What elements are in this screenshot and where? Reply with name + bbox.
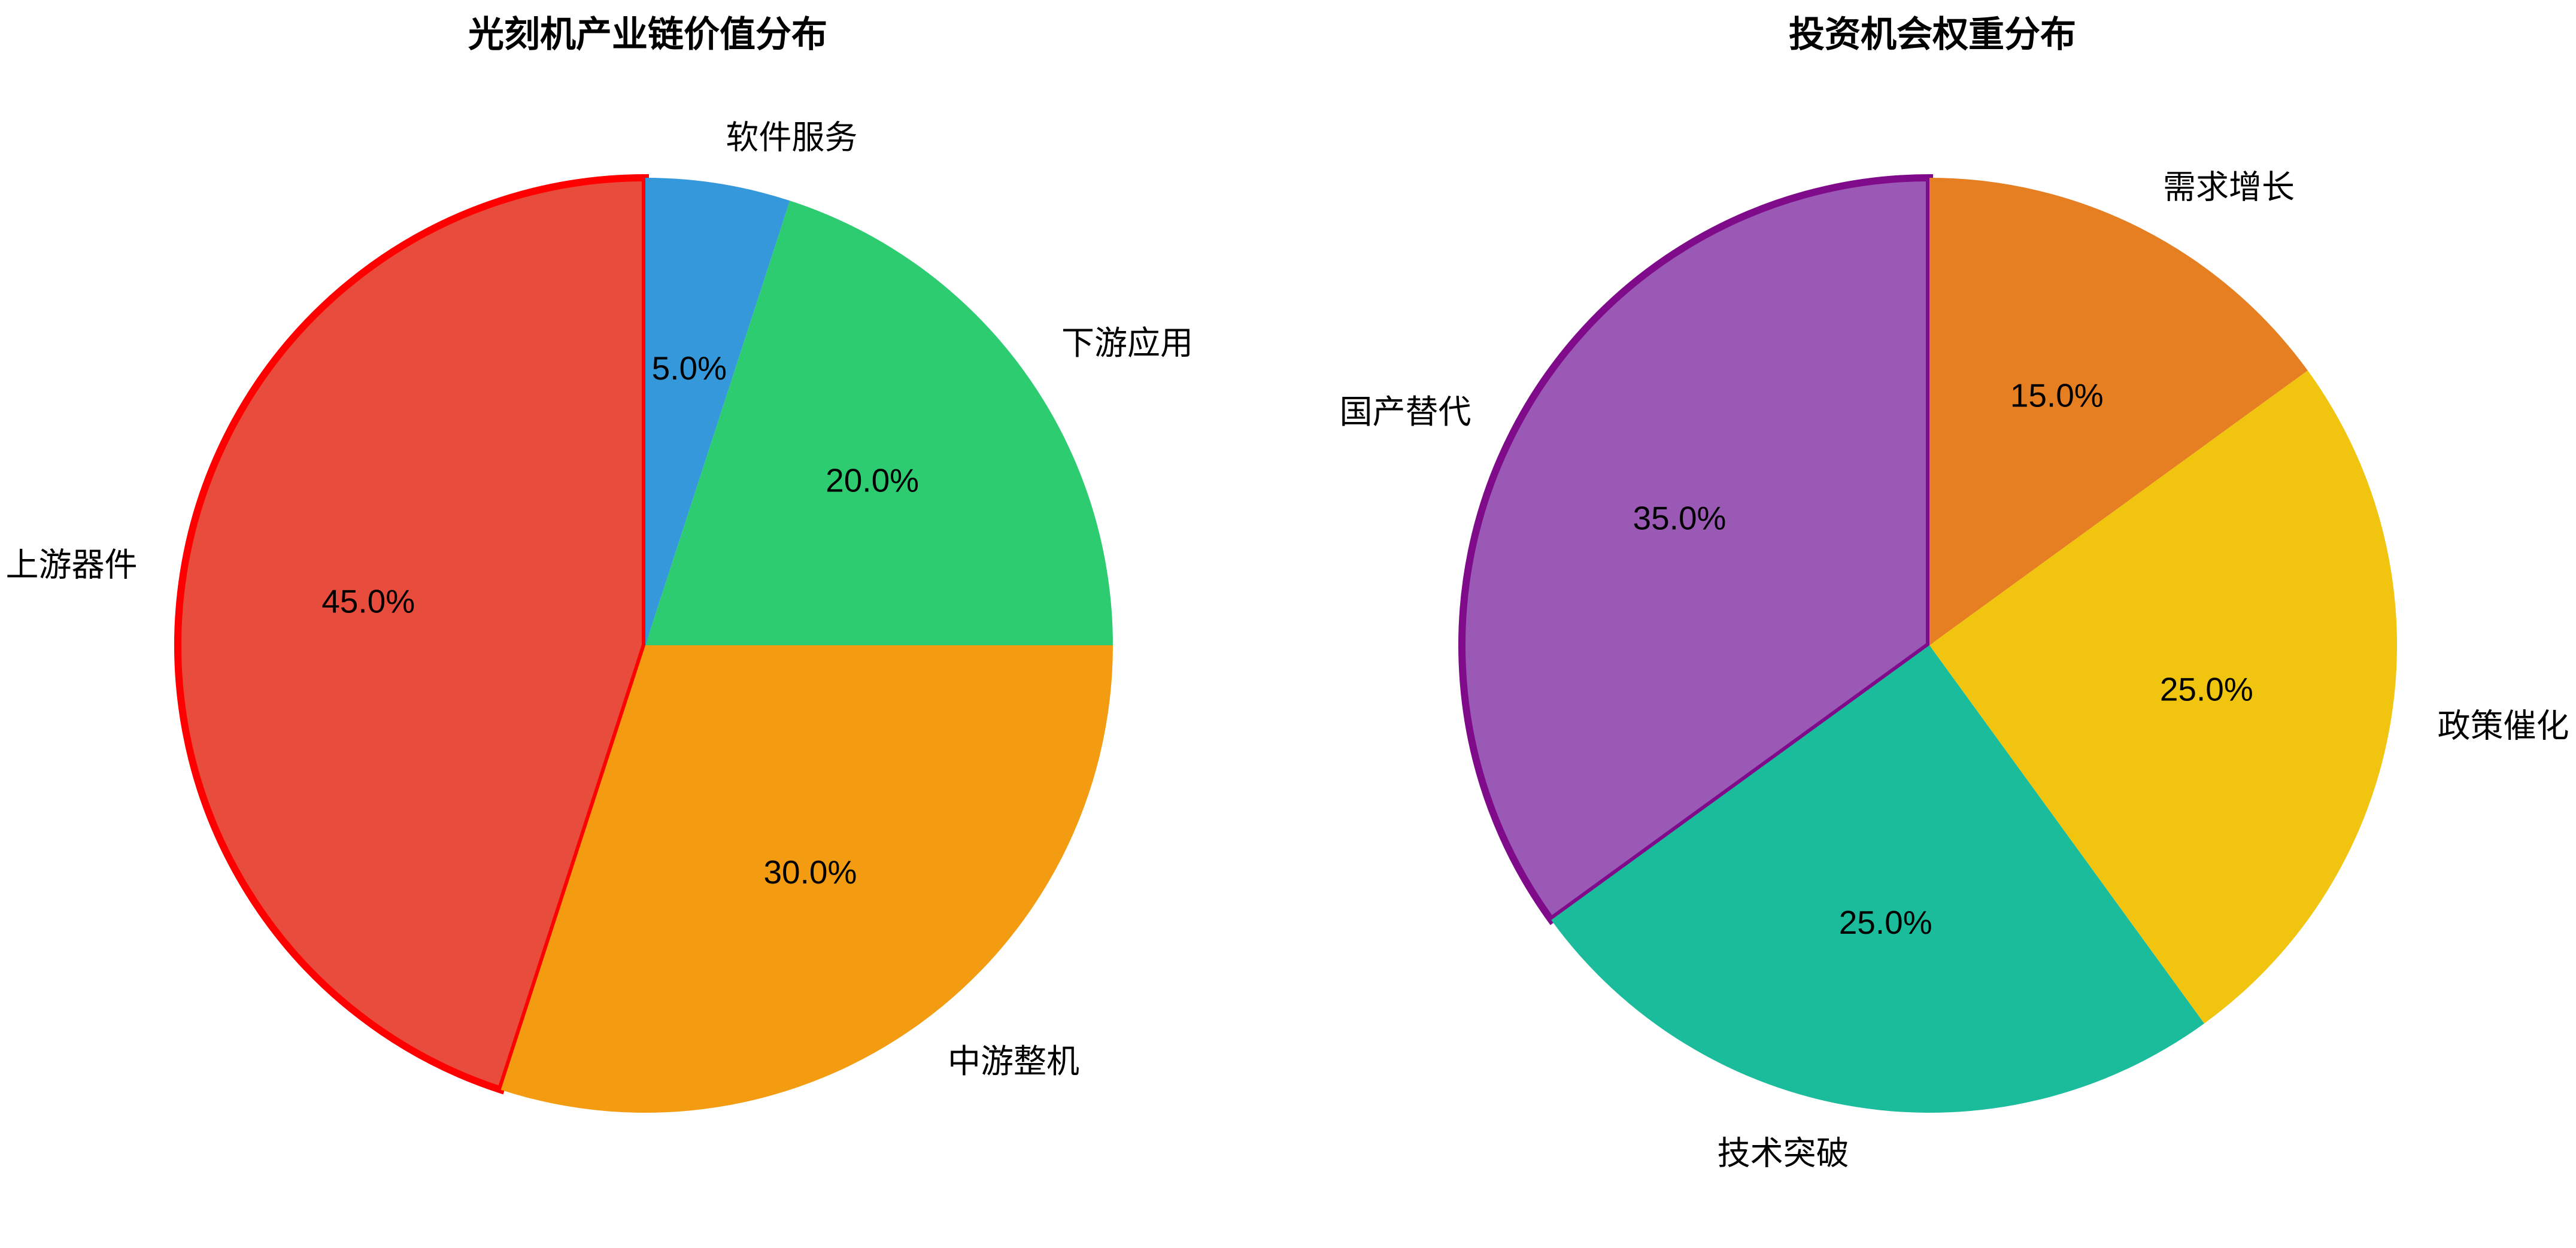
pie-left-slice-label-1: 中游整机: [948, 1043, 1079, 1080]
pie-right-pct-label-2: 25.0%: [2160, 670, 2253, 707]
pie-chart-left: 光刻机产业链价值分布 上游器件 中游整机 下游应用 软件服务 45.0% 30.…: [5, 14, 1193, 1113]
pie-right-slice-label-0: 国产替代: [1340, 393, 1471, 430]
pie-left-pct-label-0: 45.0%: [321, 583, 415, 620]
pie-left-pct-label-1: 30.0%: [763, 854, 857, 891]
pie-left-pct-label-3: 5.0%: [652, 350, 727, 387]
pie-right-slices: [1458, 174, 2398, 1113]
pie-left-slice-label-2: 下游应用: [1061, 324, 1193, 362]
pie-chart-left-wedge-3: [645, 178, 790, 645]
pie-left-slice-label-0: 上游器件: [5, 546, 137, 584]
pie-left-slices: [174, 174, 1113, 1113]
pie-chart-right-wedge-2: [1929, 370, 2398, 1024]
pie-right-pct-label-0: 35.0%: [1633, 499, 1726, 536]
pie-left-title: 光刻机产业链价值分布: [468, 14, 827, 54]
pie-right-title: 投资机会权重分布: [1789, 14, 2076, 54]
pie-right-slice-label-3: 需求增长: [2163, 169, 2295, 206]
pie-chart-left-wedge-1: [500, 645, 1113, 1113]
pie-chart-right-wedge-0: [1458, 174, 1933, 925]
pie-right-slice-label-1: 技术突破: [1718, 1135, 1849, 1172]
pie-right-pct-label-1: 25.0%: [1839, 904, 1932, 941]
pie-left-pct-label-2: 20.0%: [826, 462, 919, 499]
pie-chart-right-wedge-1: [1551, 645, 2205, 1113]
pie-right-slice-label-2: 政策催化: [2438, 707, 2569, 744]
pie-chart-right-wedge-3: [1929, 178, 2308, 645]
pie-chart-left-wedge-0: [174, 174, 649, 1095]
pie-right-pct-label-3: 15.0%: [2010, 376, 2104, 414]
pie-chart-right: 投资机会权重分布 国产替代 技术突破 政策催化 需求增长 35.0% 25.0%…: [1340, 14, 2569, 1172]
pie-chart-left-wedge-2: [645, 201, 1113, 645]
pie-left-slice-label-3: 软件服务: [726, 119, 857, 156]
